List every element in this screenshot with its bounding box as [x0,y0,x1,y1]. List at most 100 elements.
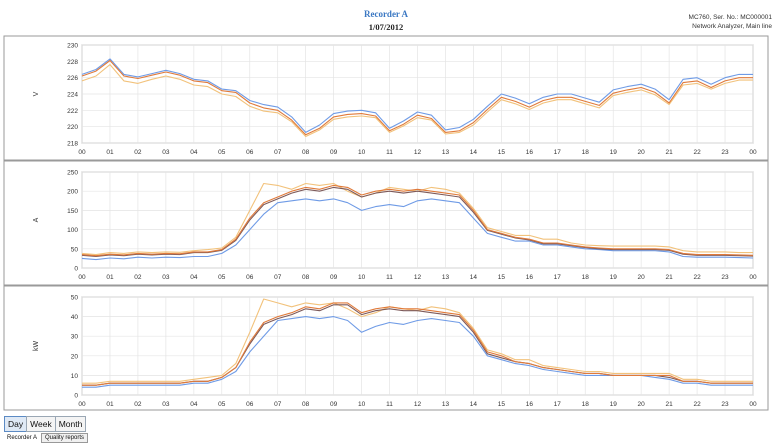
period-tabs: Day Week Month [4,416,87,432]
x-tick-label: 10 [358,274,366,281]
x-tick-label: 11 [386,149,393,156]
x-tick-label: 00 [749,401,757,408]
series-line-4 [81,186,754,258]
x-tick-label: 14 [470,401,478,408]
x-tick-label: 09 [330,274,338,281]
y-tick-label: 218 [67,141,78,148]
x-tick-label: 00 [78,401,86,408]
y-tick-label: 200 [67,189,78,196]
x-tick-label: 10 [358,149,366,156]
x-tick-label: 13 [442,401,450,408]
y-tick-label: 10 [71,373,79,380]
x-tick-label: 20 [638,149,646,156]
tab-quality-reports[interactable]: Quality reports [41,433,89,443]
y-tick-label: 100 [67,227,78,234]
x-tick-label: 14 [470,274,478,281]
x-tick-label: 13 [442,274,450,281]
series-line-2 [82,302,753,386]
x-tick-label: 22 [693,274,701,281]
x-tick-label: 10 [358,401,366,408]
x-tick-label: 19 [610,401,618,408]
x-tick-label: 11 [386,274,393,281]
x-tick-label: 01 [106,274,114,281]
x-tick-label: 07 [274,401,282,408]
bottom-tabs: Recorder A Quality reports [3,433,89,443]
x-tick-label: 21 [666,149,674,156]
chart-panel-1: 218 220 222 224 226 228 230 00 01 02 03 04 05 06 07 08 0… [3,35,769,161]
y-tick-label: 250 [67,170,78,177]
x-tick-label: 00 [78,149,86,156]
y-axis-label: V [33,91,40,96]
y-tick-label: 20 [71,353,79,360]
x-tick-label: 22 [693,149,701,156]
x-tick-label: 07 [274,149,282,156]
tab-day[interactable]: Day [4,416,28,432]
y-tick-label: 0 [74,393,78,400]
x-tick-label: 02 [134,274,142,281]
y-axis-label: A [33,217,40,222]
x-tick-label: 09 [330,401,338,408]
tab-week[interactable]: Week [26,416,56,432]
x-tick-label: 04 [190,149,198,156]
x-tick-label: 23 [721,149,729,156]
report-date: 1/07/2012 [368,22,404,32]
x-tick-label: 02 [134,401,142,408]
x-tick-label: 14 [470,149,478,156]
x-tick-label: 03 [162,149,170,156]
x-tick-label: 03 [162,274,170,281]
tab-recorder-a[interactable]: Recorder A [7,435,38,441]
x-tick-label: 21 [666,401,674,408]
x-tick-label: 16 [526,401,534,408]
x-tick-label: 16 [526,149,534,156]
x-tick-label: 03 [162,401,170,408]
x-tick-label: 04 [190,274,198,281]
x-tick-label: 07 [274,274,282,281]
y-tick-label: 40 [71,314,79,321]
series-line-2 [81,59,753,136]
y-tick-label: 30 [71,334,79,341]
y-tick-label: 50 [71,246,79,253]
y-tick-label: 50 [71,295,79,302]
y-tick-label: 150 [67,208,78,215]
chart-panel-3: 0 10 20 30 40 50 00 01 02 03 04 05 06 07 08 09 10 11 12 13 1… [3,285,769,411]
device-description: Network Analyzer, Main line [692,23,772,30]
x-tick-label: 15 [498,274,506,281]
x-tick-label: 23 [721,274,729,281]
y-tick-label: 226 [67,75,78,82]
series-line-3 [81,64,753,138]
x-tick-label: 19 [610,149,618,156]
x-tick-label: 18 [582,401,590,408]
x-tick-label: 15 [498,401,506,408]
x-tick-label: 17 [554,274,562,281]
series-line-2 [81,184,754,257]
x-tick-label: 23 [721,401,729,408]
x-tick-label: 16 [526,274,534,281]
x-tick-label: 17 [554,401,562,408]
series-line-1 [81,198,754,261]
series-line-1 [81,58,753,133]
x-tick-label: 20 [638,274,646,281]
x-tick-label: 05 [218,274,226,281]
x-tick-label: 01 [106,401,114,408]
y-tick-label: 220 [67,124,78,131]
device-serial: MC760, Ser. No.: MC000001 [688,14,772,21]
x-tick-label: 06 [246,274,254,281]
x-tick-label: 13 [442,149,450,156]
x-tick-label: 12 [414,401,422,408]
x-tick-label: 20 [638,401,646,408]
x-tick-label: 21 [666,274,674,281]
x-tick-label: 01 [106,149,114,156]
x-tick-label: 15 [498,149,506,156]
x-tick-label: 06 [246,401,254,408]
x-tick-label: 02 [134,149,142,156]
x-tick-label: 08 [302,149,310,156]
x-tick-label: 08 [302,401,310,408]
x-tick-label: 00 [749,149,757,156]
x-tick-label: 17 [554,149,562,156]
x-tick-label: 08 [302,274,310,281]
x-tick-label: 05 [218,149,226,156]
x-tick-label: 18 [582,274,590,281]
tab-month[interactable]: Month [54,416,87,432]
x-tick-label: 09 [330,149,338,156]
x-tick-label: 05 [218,401,226,408]
